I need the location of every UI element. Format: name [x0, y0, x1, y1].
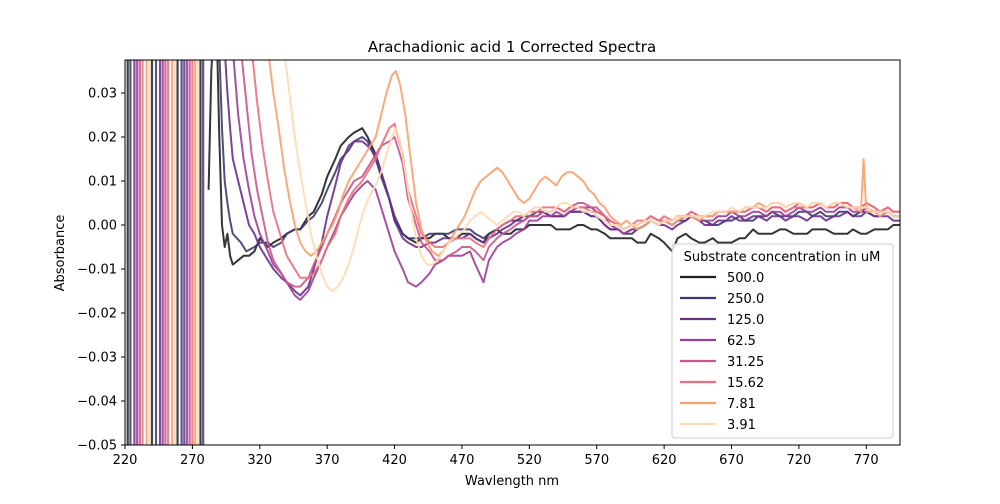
tick-layer: 220 270 320 370 420 470 520 570 620 670 720 770 −0.0… [77, 87, 879, 469]
x-tick-label: 620 [652, 453, 677, 468]
x-tick-label: 720 [786, 453, 811, 468]
x-tick-label: 570 [584, 453, 609, 468]
y-tick-label: −0.05 [77, 439, 117, 454]
y-tick-label: −0.04 [77, 395, 117, 410]
legend-label: 7.81 [727, 397, 756, 412]
y-axis-label: Absorbance [53, 215, 68, 292]
legend-label: 15.62 [727, 376, 764, 391]
series-line-3-91 [284, 60, 900, 292]
y-tick-label: 0.00 [88, 219, 117, 234]
y-tick-label: −0.03 [77, 351, 117, 366]
chart-title: Arachadionic acid 1 Corrected Spectra [368, 38, 656, 56]
y-tick-label: 0.03 [88, 87, 117, 102]
series-line-250-0 [218, 60, 900, 253]
x-tick-label: 420 [382, 453, 407, 468]
y-tick-label: 0.02 [88, 131, 117, 146]
legend-label: 3.91 [727, 418, 756, 433]
legend-label: 250.0 [727, 292, 764, 307]
x-tick-label: 520 [517, 453, 542, 468]
x-tick-label: 670 [719, 453, 744, 468]
legend-title: Substrate concentration in uM [684, 250, 881, 265]
legend-label: 62.5 [727, 334, 756, 349]
series-line-125-0 [224, 60, 900, 297]
x-tick-label: 770 [854, 453, 879, 468]
x-tick-label: 270 [180, 453, 205, 468]
legend-box [671, 243, 894, 439]
x-tick-label: 320 [247, 453, 272, 468]
x-tick-label: 370 [315, 453, 340, 468]
legend-label: 125.0 [727, 313, 764, 328]
y-tick-label: −0.01 [77, 263, 117, 278]
legend-label: 500.0 [727, 271, 764, 286]
legend: Substrate concentration in uM 500.0 250.0… [671, 243, 894, 439]
y-tick-label: 0.01 [88, 175, 117, 190]
x-axis-label: Wavlength nm [465, 474, 559, 489]
legend-label: 31.25 [727, 355, 764, 370]
x-tick-label: 220 [113, 453, 138, 468]
x-tick-label: 470 [450, 453, 475, 468]
series-line-500-0 [207, 60, 900, 266]
plot-frame [124, 59, 901, 446]
series-layer [126, 60, 900, 445]
series-line-15-62 [251, 60, 900, 279]
y-tick-label: −0.02 [77, 307, 117, 322]
